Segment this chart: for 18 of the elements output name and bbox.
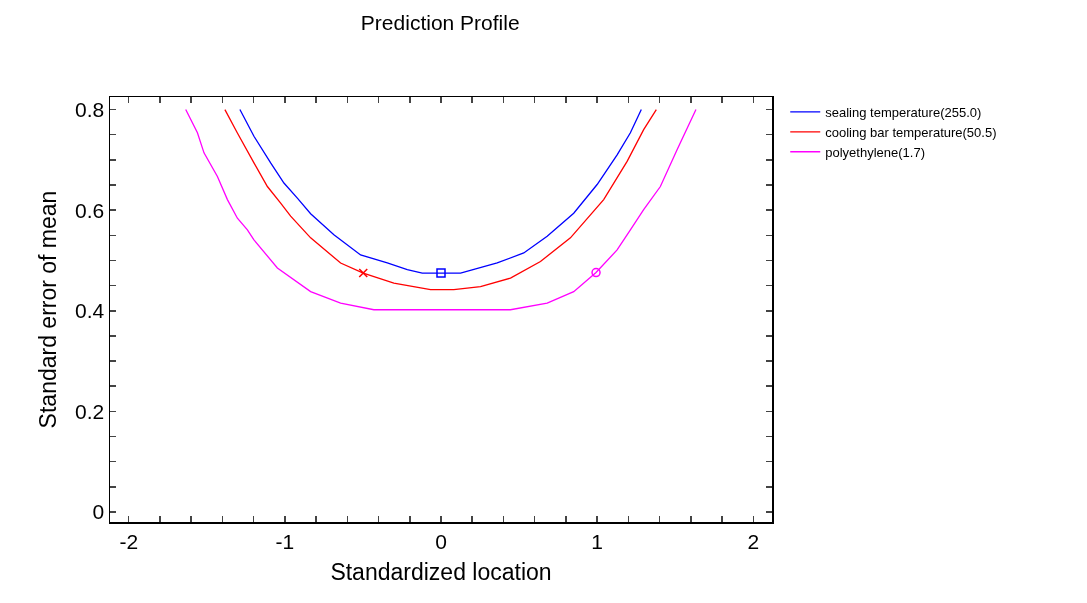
line-series (185, 108, 697, 311)
x-axis-title: Standardized location (330, 559, 552, 586)
y-tick-label: 0.2 (75, 399, 105, 423)
y-tick-label: 0.4 (75, 299, 105, 323)
legend-label: cooling bar temperature(50.5) (825, 124, 997, 140)
x-tick-label: -2 (119, 529, 139, 553)
x-tick-label: 1 (591, 529, 603, 553)
x-tick-label: 0 (435, 529, 447, 553)
x-tick-label: -1 (275, 529, 295, 553)
legend-label: polyethylene(1.7) (825, 144, 925, 160)
x-tick-label: 2 (747, 529, 760, 553)
y-axis-title: Standard error of mean (34, 190, 61, 429)
legend-label: sealing temperature(255.0) (825, 105, 982, 121)
line-series (224, 108, 657, 291)
y-tick-label: 0.8 (75, 97, 105, 121)
chart-title: Prediction Profile (360, 10, 520, 34)
y-tick-label: 0.6 (75, 198, 105, 222)
y-tick-label: 0 (92, 500, 105, 524)
